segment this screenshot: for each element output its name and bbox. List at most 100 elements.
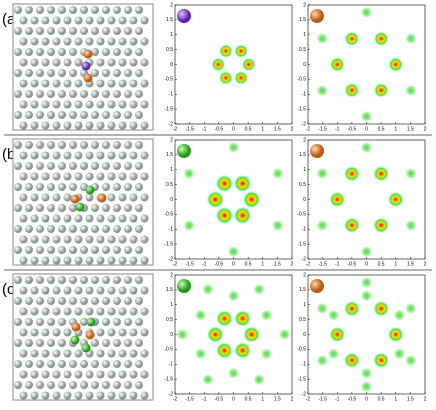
atom [118,172,127,181]
atom [118,214,127,223]
x-tick-label: 1 [394,261,397,267]
atom [47,90,55,98]
density-faint [194,347,207,360]
atom [135,69,143,77]
atom [129,256,138,265]
density-peak [206,326,224,343]
atom [96,286,105,295]
atom [63,307,72,316]
species-marker [310,279,324,293]
y-tick-label: -2 [302,256,307,262]
atom [69,225,77,233]
atom [113,381,121,389]
atom [69,90,77,98]
density-peak [329,57,345,72]
y-tick-label: -2 [169,391,174,397]
density-peak [215,341,233,359]
atom [19,256,28,265]
atom [91,48,99,56]
atom [74,256,83,265]
x-tick-label: -2 [306,396,311,402]
atom [113,360,121,368]
atom [14,90,22,98]
y-tick-label: 1 [170,302,173,308]
adatom [70,335,80,345]
atom [47,276,55,284]
atom [107,16,116,25]
atom [36,183,44,191]
density-faint [360,245,373,258]
x-tick-label: -1 [335,261,340,267]
atom [124,6,132,14]
atom [140,121,149,130]
atom [63,286,72,295]
density-faint [327,309,340,322]
atom [69,183,77,191]
density-peak [234,310,252,328]
atom [36,162,44,170]
x-tick-label: 1 [261,126,264,132]
atom [30,58,39,67]
atom [74,391,83,400]
atom [118,391,127,400]
atom [124,48,132,56]
atom [58,162,66,170]
y-tick-label: -1 [302,227,307,233]
density-peak [234,341,252,359]
atom [113,246,121,254]
atom [47,183,55,191]
density-peak [373,82,389,98]
density-faint [278,328,291,341]
atom [69,360,77,368]
atom [124,318,132,326]
atom [19,121,28,130]
atom [107,58,116,67]
atom [58,48,66,56]
snapshot [12,273,154,401]
atom [113,204,121,212]
atom [30,193,39,202]
atom [80,318,88,326]
atom [47,297,55,305]
x-tick-label: -2 [173,261,178,267]
atom [25,339,33,347]
density-peak [233,174,252,193]
atom [47,360,55,368]
atom [96,100,105,109]
atom [102,204,110,212]
atom [102,6,110,14]
atom [58,111,66,119]
x-tick-label: 1.5 [407,126,414,132]
x-tick-label: 0 [365,261,368,267]
y-tick-label: -0.5 [164,212,173,218]
atom [52,172,61,181]
atom [135,48,143,56]
atom [63,151,72,160]
atom [85,391,94,400]
atom [41,79,50,88]
atom [102,339,110,347]
atom [41,235,50,244]
atom [41,100,50,109]
density-faint [201,373,214,386]
atom [102,27,110,35]
atom [85,235,94,244]
atom [118,370,127,379]
atom [69,111,77,119]
atom [135,276,143,284]
adatom [81,343,91,353]
x-tick-label: -0.5 [348,396,357,402]
atom [41,58,50,67]
atom [47,6,55,14]
density-peak [343,217,360,234]
atom [47,141,55,149]
atom [135,183,143,191]
atom [129,58,138,67]
y-tick-label: 1.5 [299,287,306,293]
atom [25,48,33,56]
atom [135,360,143,368]
x-tick-label: 0 [232,126,235,132]
atom [80,276,88,284]
atom [124,27,132,35]
atom [14,69,22,77]
